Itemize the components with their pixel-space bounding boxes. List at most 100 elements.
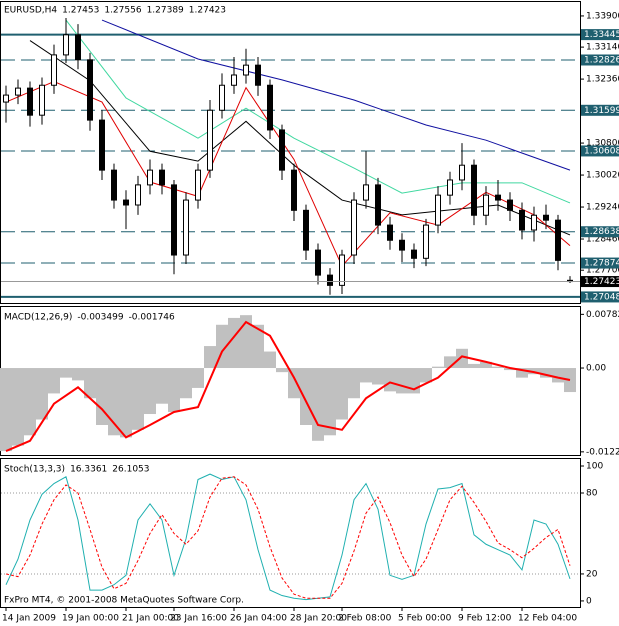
candle-body	[363, 184, 369, 201]
price-panel	[0, 1, 581, 304]
candle-body	[315, 249, 321, 276]
candle-body	[531, 214, 537, 231]
histogram-bar	[480, 361, 492, 369]
candle-body	[63, 34, 69, 56]
x-tick-label: 14 Jan 2009	[2, 614, 56, 624]
candle-body	[231, 74, 237, 86]
candle-body	[399, 239, 405, 251]
level-box	[581, 54, 619, 66]
histogram-bar	[444, 356, 456, 369]
candle-body	[303, 209, 309, 251]
y-tick-label: 1.27700	[586, 266, 619, 276]
candle-body	[171, 184, 177, 256]
candle-body	[195, 169, 201, 201]
candle-body	[279, 129, 285, 171]
histogram-bar	[564, 368, 576, 393]
candle-body	[183, 199, 189, 256]
histogram-bar	[492, 366, 504, 369]
histogram-bar	[96, 368, 108, 426]
histogram-bar	[468, 363, 480, 369]
candle-body	[471, 164, 477, 216]
histogram-bar	[180, 368, 192, 399]
histogram-bar	[132, 368, 144, 430]
indicator-label: 16.3361	[70, 465, 107, 475]
candle-body	[255, 64, 261, 86]
y-tick-label: 0.00782	[586, 310, 619, 320]
level-box	[581, 145, 619, 157]
level-box	[581, 226, 619, 238]
y-tick-label: -0.01221	[586, 447, 619, 457]
indicator-label: Stoch(13,3,3)	[4, 465, 65, 475]
histogram-bar	[420, 368, 432, 383]
histogram-bar	[192, 368, 204, 388]
histogram-bar	[456, 348, 468, 369]
chart-title: 1.27423	[189, 6, 226, 16]
candle-body	[543, 214, 549, 221]
level-label: 1.31599	[584, 106, 619, 116]
level-label: 1.32826	[584, 55, 619, 65]
y-tick-label: 1.30800	[586, 139, 619, 149]
candle-body	[135, 184, 141, 206]
histogram-bar	[348, 368, 360, 399]
candle-body	[3, 94, 9, 103]
histogram-bar	[60, 368, 72, 378]
x-tick-label: 26 Jan 04:00	[230, 614, 287, 624]
candle-body	[351, 199, 357, 256]
histogram-bar	[252, 324, 264, 369]
histogram-bar	[372, 368, 384, 385]
histogram-bar	[516, 368, 528, 378]
candle-body	[39, 84, 45, 116]
histogram-bar	[156, 368, 168, 404]
y-tick-label: 0	[586, 596, 592, 606]
histogram-bar	[324, 368, 336, 436]
histogram-bar	[504, 368, 516, 371]
current-price-box	[581, 276, 619, 288]
candle-body	[555, 219, 561, 261]
histogram-bar	[204, 346, 216, 369]
indicator-label: -0.003499	[77, 313, 123, 323]
histogram-bar	[312, 368, 324, 441]
y-tick-label: 80	[586, 488, 598, 498]
histogram-bar	[144, 368, 156, 415]
candle-body	[51, 54, 57, 86]
histogram-bar	[552, 368, 564, 383]
histogram-bar	[168, 368, 180, 412]
indicator-line	[5, 473, 571, 601]
candle-body	[123, 199, 129, 206]
histogram-bar	[240, 315, 252, 369]
stoch-panel	[0, 458, 581, 608]
indicator-line	[5, 320, 571, 453]
level-label: 1.27874	[584, 259, 619, 269]
candle-body	[27, 87, 33, 116]
candle-body	[15, 87, 21, 96]
y-tick-label: 100	[586, 462, 603, 472]
candle-body	[243, 64, 249, 76]
histogram-bar	[0, 368, 12, 452]
histogram-bar	[360, 368, 372, 383]
moving-average	[101, 19, 571, 171]
histogram-bar	[120, 368, 132, 438]
candle-body	[495, 194, 501, 201]
chart-title: EURUSD,H4	[4, 6, 57, 16]
current-price-label: 1.27423	[584, 277, 619, 287]
y-tick-label: 1.33900	[586, 11, 619, 21]
level-label: 1.33445	[584, 30, 619, 40]
y-tick-label: 1.28460	[586, 235, 619, 245]
level-box	[581, 257, 619, 269]
candle-body	[423, 224, 429, 259]
y-tick-label: 1.29240	[586, 203, 619, 213]
chart-title: 1.27453	[62, 6, 99, 16]
histogram-bar	[432, 366, 444, 369]
candle-body	[411, 249, 417, 259]
histogram-bar	[336, 368, 348, 420]
candle-body	[291, 169, 297, 211]
y-tick-label: 0.00	[586, 364, 606, 374]
candle-body	[447, 179, 453, 196]
indicator-label: 26.1053	[112, 465, 149, 475]
histogram-bar	[540, 368, 552, 378]
candle-body	[75, 34, 81, 61]
histogram-bar	[84, 368, 96, 399]
level-box	[581, 29, 619, 41]
candle-body	[267, 84, 273, 131]
